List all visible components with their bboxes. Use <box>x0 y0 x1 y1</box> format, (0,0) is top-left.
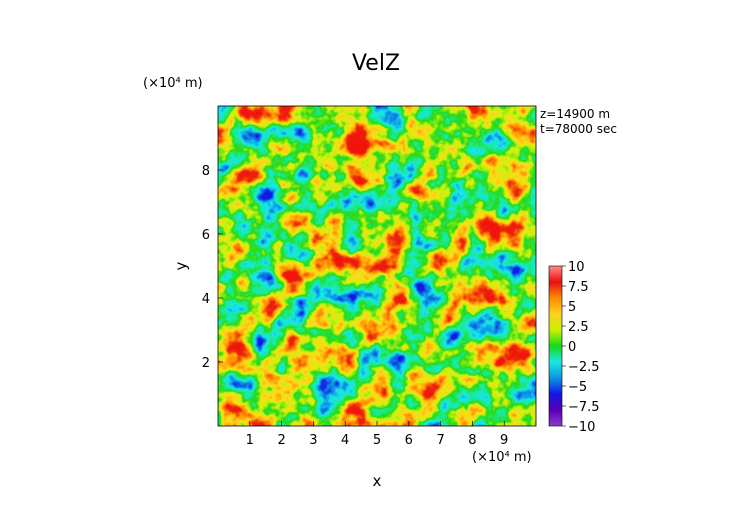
y-tick-label: 4 <box>202 292 210 307</box>
x-tick-label: 4 <box>341 433 349 448</box>
colorbar-label: 2.5 <box>568 320 589 335</box>
x-tick-label: 5 <box>373 433 381 448</box>
y-tick-label: 8 <box>202 164 210 179</box>
colorbar-label: 10 <box>568 260 585 275</box>
y-axis-label: y <box>172 261 190 270</box>
y-unit-label: (×10⁴ m) <box>143 76 203 91</box>
colorbar-label: −2.5 <box>568 360 600 375</box>
x-unit-label: (×10⁴ m) <box>472 450 532 465</box>
chart-title: VelZ <box>352 51 400 76</box>
colorbar-label: 5 <box>568 300 576 315</box>
x-tick-label: 9 <box>500 433 508 448</box>
colorbar-label: 0 <box>568 340 576 355</box>
colorbar-strip <box>548 265 563 427</box>
x-tick-label: 6 <box>405 433 413 448</box>
x-tick-label: 1 <box>246 433 254 448</box>
info-line-time: t=78000 sec <box>540 122 617 136</box>
colorbar-label: −5 <box>568 380 587 395</box>
colorbar-label: −10 <box>568 420 595 435</box>
colorbar-label: −7.5 <box>568 400 600 415</box>
y-axis-ticks: 2 4 6 8 <box>202 164 223 371</box>
x-tick-label: 2 <box>277 433 285 448</box>
colorbar-labels: 10 7.5 5 2.5 0 −2.5 −5 −7.5 −10 <box>562 260 600 435</box>
colorbar-label: 7.5 <box>568 280 589 295</box>
y-tick-label: 2 <box>202 356 210 371</box>
x-axis-ticks: 1 2 3 4 5 6 7 8 9 <box>246 421 508 448</box>
heatmap-field <box>218 106 536 426</box>
x-axis-label: x <box>373 472 382 490</box>
colorbar: 10 7.5 5 2.5 0 −2.5 −5 −7.5 −10 <box>548 260 600 435</box>
x-tick-label: 7 <box>436 433 444 448</box>
info-line-depth: z=14900 m <box>540 107 610 121</box>
y-tick-label: 6 <box>202 228 210 243</box>
x-tick-label: 8 <box>468 433 476 448</box>
x-tick-label: 3 <box>309 433 317 448</box>
